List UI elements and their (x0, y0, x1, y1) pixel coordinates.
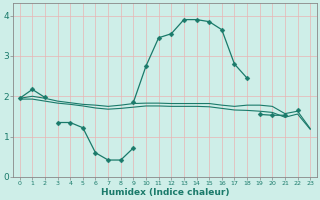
X-axis label: Humidex (Indice chaleur): Humidex (Indice chaleur) (101, 188, 229, 197)
